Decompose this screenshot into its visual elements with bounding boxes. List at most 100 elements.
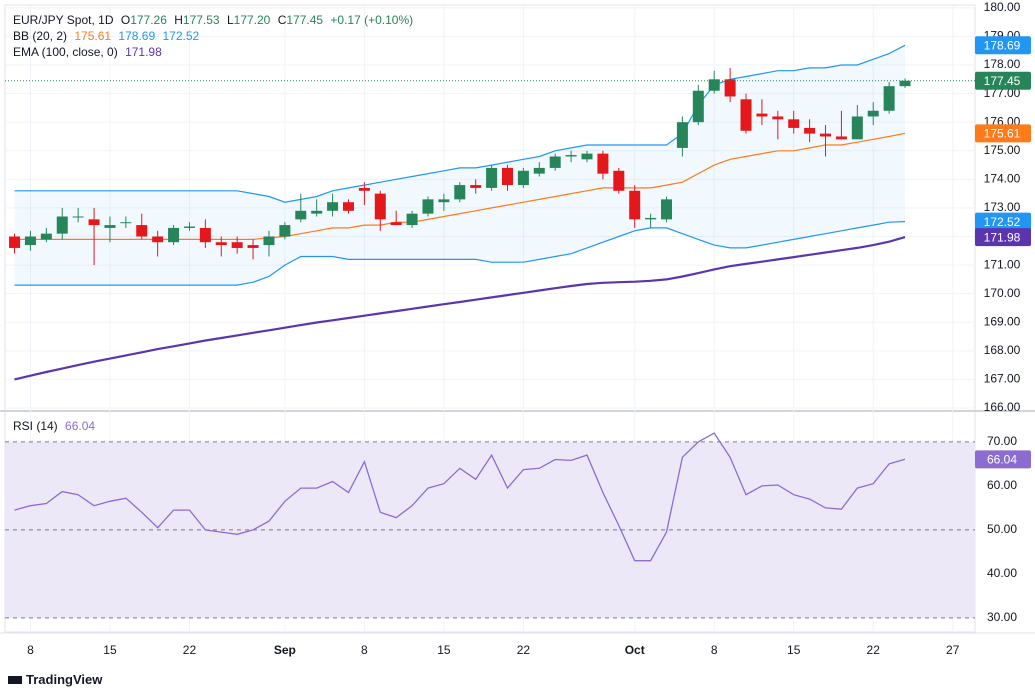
bb-lower-tag [975,212,1031,231]
candle-body [549,156,561,168]
candle-body [835,136,847,140]
x-tick-label: 15 [103,643,117,657]
rsi-value: 66.04 [65,419,96,433]
candle-body [247,245,259,248]
candle-body [486,167,498,188]
ohlc-value: 177.20 [233,13,271,27]
change: +0.17 (+0.10%) [330,13,414,27]
ema-tag [975,228,1031,247]
rsi-line [14,432,906,562]
bb-lower-tag-label: 172.52 [984,215,1021,229]
ohlc-value: 177.26 [130,13,167,27]
candle-body [708,79,720,91]
candle-body [470,185,482,188]
last-price-tag-label: 177.45 [984,74,1021,88]
y-tick-label: 167.00 [984,372,1021,386]
y-tick-label: 60.00 [987,478,1017,492]
candle-body [899,80,911,87]
candle-body [199,227,211,243]
pane-border [4,4,976,633]
bb-label: BB (20, 2) [13,29,68,43]
x-tick-label: 8 [27,643,34,657]
candle-body [788,119,800,128]
ohlc-key: C [277,13,287,27]
ohlc-key: L [226,13,234,27]
candle-body [311,210,323,214]
candle-body [438,199,450,203]
candle-body [183,226,195,228]
y-tick-label: 173.00 [984,200,1021,214]
y-tick-label: 168.00 [984,343,1021,357]
candle-body [517,170,529,186]
candle-body [9,236,21,248]
bb-upper-tag-label: 178.69 [984,38,1021,52]
symbol-title: EUR/JPY Spot, 1D [13,13,114,27]
candle-body [661,199,673,220]
bb-upper-tag [975,36,1031,55]
bb-legend: BB (20, 2) 175.61 178.69 172.52 [13,28,203,44]
bb-basis-tag [975,124,1031,143]
x-tick-label: 22 [517,643,531,657]
y-tick-label: 70.00 [987,434,1017,448]
candle-body [327,202,339,211]
x-tick-label: 8 [711,643,718,657]
y-tick-label: 40.00 [987,566,1017,580]
symbol-legend: EUR/JPY Spot, 1D O177.26 H177.53 L177.20… [13,12,417,28]
ema-label: EMA (100, close, 0) [13,45,118,59]
candle-body [756,113,768,117]
bb-fill [14,45,906,286]
x-tick-label: 8 [361,643,368,657]
ema-value: 171.98 [125,45,162,59]
candle-body [231,242,243,248]
candle-body [772,116,784,120]
candle-body [56,216,68,234]
candle-body [724,79,736,97]
ema-line [14,236,906,381]
candle-body [565,155,577,157]
x-tick-label: 15 [787,643,801,657]
bb-basis-tag-label: 175.61 [984,127,1021,141]
x-tick-label: Sep [274,643,296,657]
candle-body [263,236,275,246]
rsi-tag [975,450,1031,469]
candle-body [883,86,895,111]
candle-body [867,110,879,117]
x-tick-label: 22 [867,643,881,657]
brand: TradingView [8,672,106,688]
candle-body [740,99,752,131]
candle-body [613,170,625,191]
ohlc-key: O [120,13,131,27]
candle-body [342,202,354,211]
candle-body [851,116,863,140]
candle-body [374,193,386,220]
candle-body [804,127,816,134]
y-tick-label: 166.00 [984,400,1021,414]
y-tick-label: 30.00 [987,610,1017,624]
candle-body [645,217,657,220]
bb-upper-line [14,44,906,203]
y-tick-label: 169.00 [984,314,1021,328]
candle-body [358,187,370,191]
candle-body [533,167,545,174]
rsi-label: RSI (14) [13,419,58,433]
candle-body [279,225,291,237]
ohlc-key: H [174,13,183,27]
candle-body [88,219,100,226]
candle-body [581,153,593,160]
candle-body [40,233,52,240]
candle-body [597,153,609,174]
candle-body [676,122,688,148]
candle-body [390,222,402,226]
y-tick-label: 50.00 [987,522,1017,536]
candle-body [692,90,704,123]
x-tick-label: Oct [625,643,645,657]
y-tick-label: 180.00 [984,0,1021,14]
candle-body [820,133,832,137]
bb-lower-value: 172.52 [162,29,200,43]
candle-body [168,227,180,243]
ohlc-value: 177.45 [286,13,324,27]
candle-body [72,216,84,218]
brand-name: TradingView [26,672,103,687]
rsi-legend: RSI (14) 66.04 [13,418,99,434]
